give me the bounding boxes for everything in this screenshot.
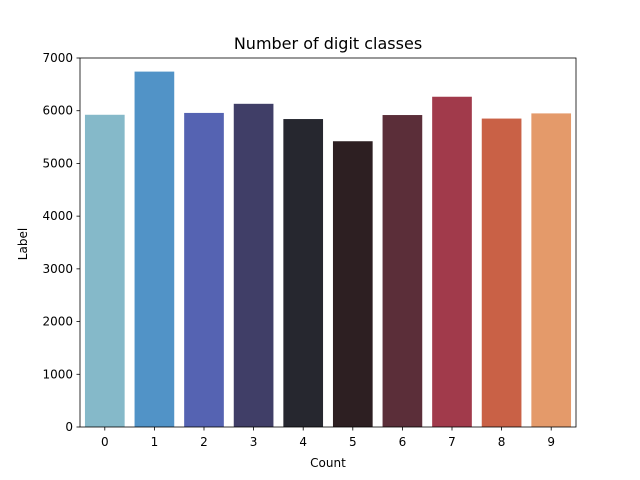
y-tick-label-1000: 1000 <box>42 367 73 381</box>
chart-title: Number of digit classes <box>234 34 422 53</box>
x-tick-label-2: 2 <box>200 435 208 449</box>
y-tick-label-0: 0 <box>65 420 73 434</box>
y-tick-label-3000: 3000 <box>42 262 73 276</box>
y-tick-label-5000: 5000 <box>42 156 73 170</box>
x-tick-label-4: 4 <box>299 435 307 449</box>
x-tick-label-9: 9 <box>547 435 555 449</box>
x-tick-label-6: 6 <box>399 435 407 449</box>
y-tick-label-4000: 4000 <box>42 209 73 223</box>
bar-1 <box>134 71 175 428</box>
y-tick-label-6000: 6000 <box>42 104 73 118</box>
bar-5 <box>332 141 373 428</box>
x-tick-label-5: 5 <box>349 435 357 449</box>
bar-6 <box>382 115 423 427</box>
x-tick-label-8: 8 <box>498 435 506 449</box>
x-axis-label: Count <box>310 456 346 470</box>
plot-frame <box>79 57 577 428</box>
x-tick-label-0: 0 <box>101 435 109 449</box>
x-tick-label-1: 1 <box>151 435 159 449</box>
bar-9 <box>531 113 572 428</box>
y-axis-label: Label <box>16 228 30 260</box>
y-tick-label-2000: 2000 <box>42 315 73 329</box>
bar-4 <box>283 119 324 427</box>
bar-7 <box>432 96 472 428</box>
bars-layer <box>84 71 572 428</box>
x-tick-label-3: 3 <box>250 435 258 449</box>
bar-2 <box>184 112 224 427</box>
x-tick-label-7: 7 <box>448 435 456 449</box>
axes-layer: 0 1000 2000 3000 4000 5000 6000 7000 0 1 2 3 4 5 6 7 8 9 <box>42 51 577 449</box>
bar-8 <box>481 118 522 427</box>
bar-0 <box>84 114 125 427</box>
y-tick-label-7000: 7000 <box>42 51 73 65</box>
bar-3 <box>233 103 274 427</box>
